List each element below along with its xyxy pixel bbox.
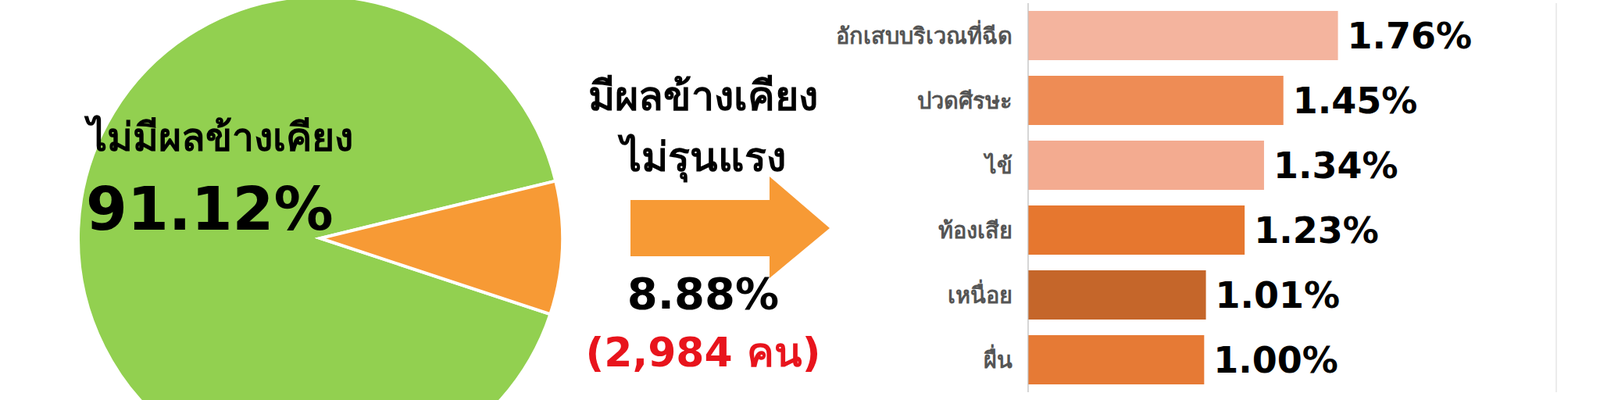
svg-text:1.01%: 1.01%	[1215, 274, 1341, 317]
svg-text:ผื่น: ผื่น	[983, 343, 1013, 374]
svg-text:1.45%: 1.45%	[1292, 79, 1418, 122]
svg-text:1.00%: 1.00%	[1213, 339, 1339, 382]
html-text:มีผลข้างเคียง: มีผลข้างเคียง	[588, 72, 818, 120]
svg-text:เหนื่อย: เหนื่อย	[947, 278, 1013, 309]
html-text:ไม่รุนแรง: ไม่รุนแรง	[620, 133, 786, 181]
svg-text:อักเสบบริเวณที่ฉีด: อักเสบบริเวณที่ฉีด	[835, 19, 1013, 50]
html-text:91.12%: 91.12%	[85, 173, 334, 244]
svg-text:ไข้: ไข้	[982, 152, 1013, 179]
html-text:8.88%: 8.88%	[627, 267, 779, 319]
svg-text:1.76%: 1.76%	[1347, 14, 1473, 58]
svg-text:ท้องเสีย: ท้องเสีย	[938, 217, 1013, 244]
html-text:(2,984 คน): (2,984 คน)	[585, 329, 821, 376]
html-text:ไม่มีผลข้างเคียง: ไม่มีผลข้างเคียง	[87, 114, 354, 160]
svg-text:1.23%: 1.23%	[1253, 209, 1379, 252]
svg-text:1.34%: 1.34%	[1273, 144, 1399, 187]
svg-text:ปวดศีรษะ: ปวดศีรษะ	[917, 87, 1013, 115]
